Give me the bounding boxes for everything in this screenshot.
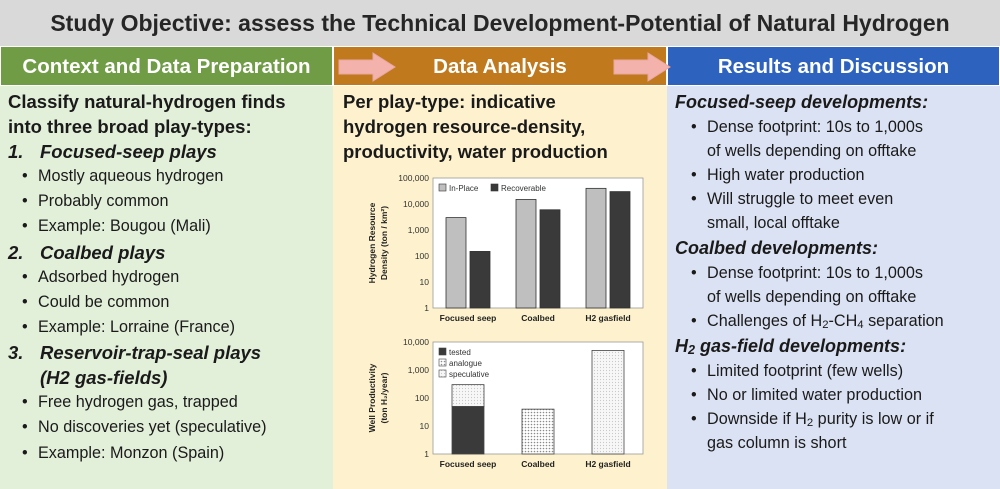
y-tick-label: 10,000 <box>403 199 429 209</box>
resource-density-chart: 1 10 100 1,000 10,000 100,000 Focused seep Coal… <box>367 173 644 323</box>
analysis-text: productivity, water production <box>343 141 608 162</box>
play-type-heading: 3. Reservoir-trap-seal plays <box>8 342 262 364</box>
results-panel: Focused-seep developments: Dense footpri… <box>667 86 1000 489</box>
bar <box>585 187 607 309</box>
y-tick-label: 10,000 <box>403 337 429 347</box>
list-item: High water production <box>675 163 994 187</box>
bar-segment <box>521 408 555 455</box>
play-type-subheading: (H2 gas-fields) <box>40 367 168 389</box>
list-item: Adsorbed hydrogen <box>8 265 327 290</box>
legend-swatch <box>438 183 447 192</box>
y-tick-label: 10 <box>420 421 430 431</box>
y-tick-label: 1,000 <box>408 225 430 235</box>
plot-area <box>432 177 644 309</box>
list-item: Mostly aqueous hydrogen <box>8 164 327 189</box>
y-tick-label: 1,000 <box>408 365 430 375</box>
analysis-panel: Per play-type: indicative hydrogen resou… <box>333 86 667 489</box>
legend-label: speculative <box>449 370 490 379</box>
x-tick-label: Focused seep <box>440 459 497 469</box>
results-heading: Focused-seep developments: <box>675 92 929 112</box>
legend-swatch <box>438 358 447 367</box>
y-tick-label: 10 <box>420 277 430 287</box>
list-item: Limited footprint (few wells) <box>675 359 994 383</box>
x-tick-label: Focused seep <box>440 313 497 323</box>
well-productivity-chart: 1 10 100 1,000 10,000 Focused seep Coalbed H2 g… <box>367 337 644 469</box>
results-heading: Coalbed developments: <box>675 238 879 258</box>
bar <box>469 251 491 309</box>
bar-segment <box>591 350 625 455</box>
legend-swatch <box>490 183 499 192</box>
bar <box>445 217 467 309</box>
legend-label: tested <box>449 348 471 357</box>
list-item: No discoveries yet (speculative) <box>8 415 327 440</box>
list-item: Could be common <box>8 290 327 315</box>
bar <box>609 191 631 309</box>
y-tick-label: 100,000 <box>398 173 429 183</box>
context-panel: Classify natural-hydrogen finds into thr… <box>0 86 333 489</box>
list-item: Challenges of H2-CH4 separation <box>675 309 994 333</box>
list-item: No or limited water production <box>675 383 994 407</box>
bar-segment <box>451 406 485 455</box>
list-item: Example: Bougou (Mali) <box>8 214 327 239</box>
play-type-heading: 1. Focused-seep plays <box>8 141 217 162</box>
x-tick-label: Coalbed <box>521 313 555 323</box>
legend-label: analogue <box>449 359 482 368</box>
y-tick-label: 100 <box>415 393 429 403</box>
y-axis-label: Hydrogen Resource <box>367 202 377 283</box>
intro-text: Classify natural-hydrogen finds <box>8 91 286 112</box>
flow-arrow-icon <box>613 52 671 82</box>
study-objective-title: Study Objective: assess the Technical De… <box>0 0 1000 46</box>
play-type-heading: 2. Coalbed plays <box>8 241 166 263</box>
header-context: Context and Data Preparation <box>0 46 333 86</box>
x-tick-label: H2 gasfield <box>585 313 630 323</box>
y-axis-label: (ton H₂/year) <box>379 372 389 423</box>
y-tick-label: 1 <box>424 449 429 459</box>
flow-arrow-icon <box>338 52 396 82</box>
header-results: Results and Discussion <box>667 46 1000 86</box>
bar-segment <box>451 384 485 407</box>
bar <box>515 199 537 309</box>
list-item: Example: Monzon (Spain) <box>8 441 327 466</box>
y-axis-label: Density (ton / km²) <box>379 206 389 280</box>
list-item: Free hydrogen gas, trapped <box>8 390 327 415</box>
intro-text: into three broad play-types: <box>8 116 252 137</box>
legend-swatch <box>438 369 447 378</box>
legend-swatch <box>438 347 447 356</box>
analysis-text: hydrogen resource-density, <box>343 116 586 137</box>
legend-label: Recoverable <box>501 184 546 193</box>
legend-label: In-Place <box>449 184 479 193</box>
list-item: Example: Lorraine (France) <box>8 315 327 340</box>
analysis-text: Per play-type: indicative <box>343 91 556 112</box>
results-heading: H2 gas-field developments: <box>675 336 907 357</box>
y-tick-label: 100 <box>415 251 429 261</box>
list-item: Probably common <box>8 189 327 214</box>
x-tick-label: Coalbed <box>521 459 555 469</box>
y-tick-label: 1 <box>424 303 429 313</box>
x-tick-label: H2 gasfield <box>585 459 630 469</box>
bar <box>539 209 561 309</box>
y-axis-label: Well Productivity <box>367 363 377 432</box>
